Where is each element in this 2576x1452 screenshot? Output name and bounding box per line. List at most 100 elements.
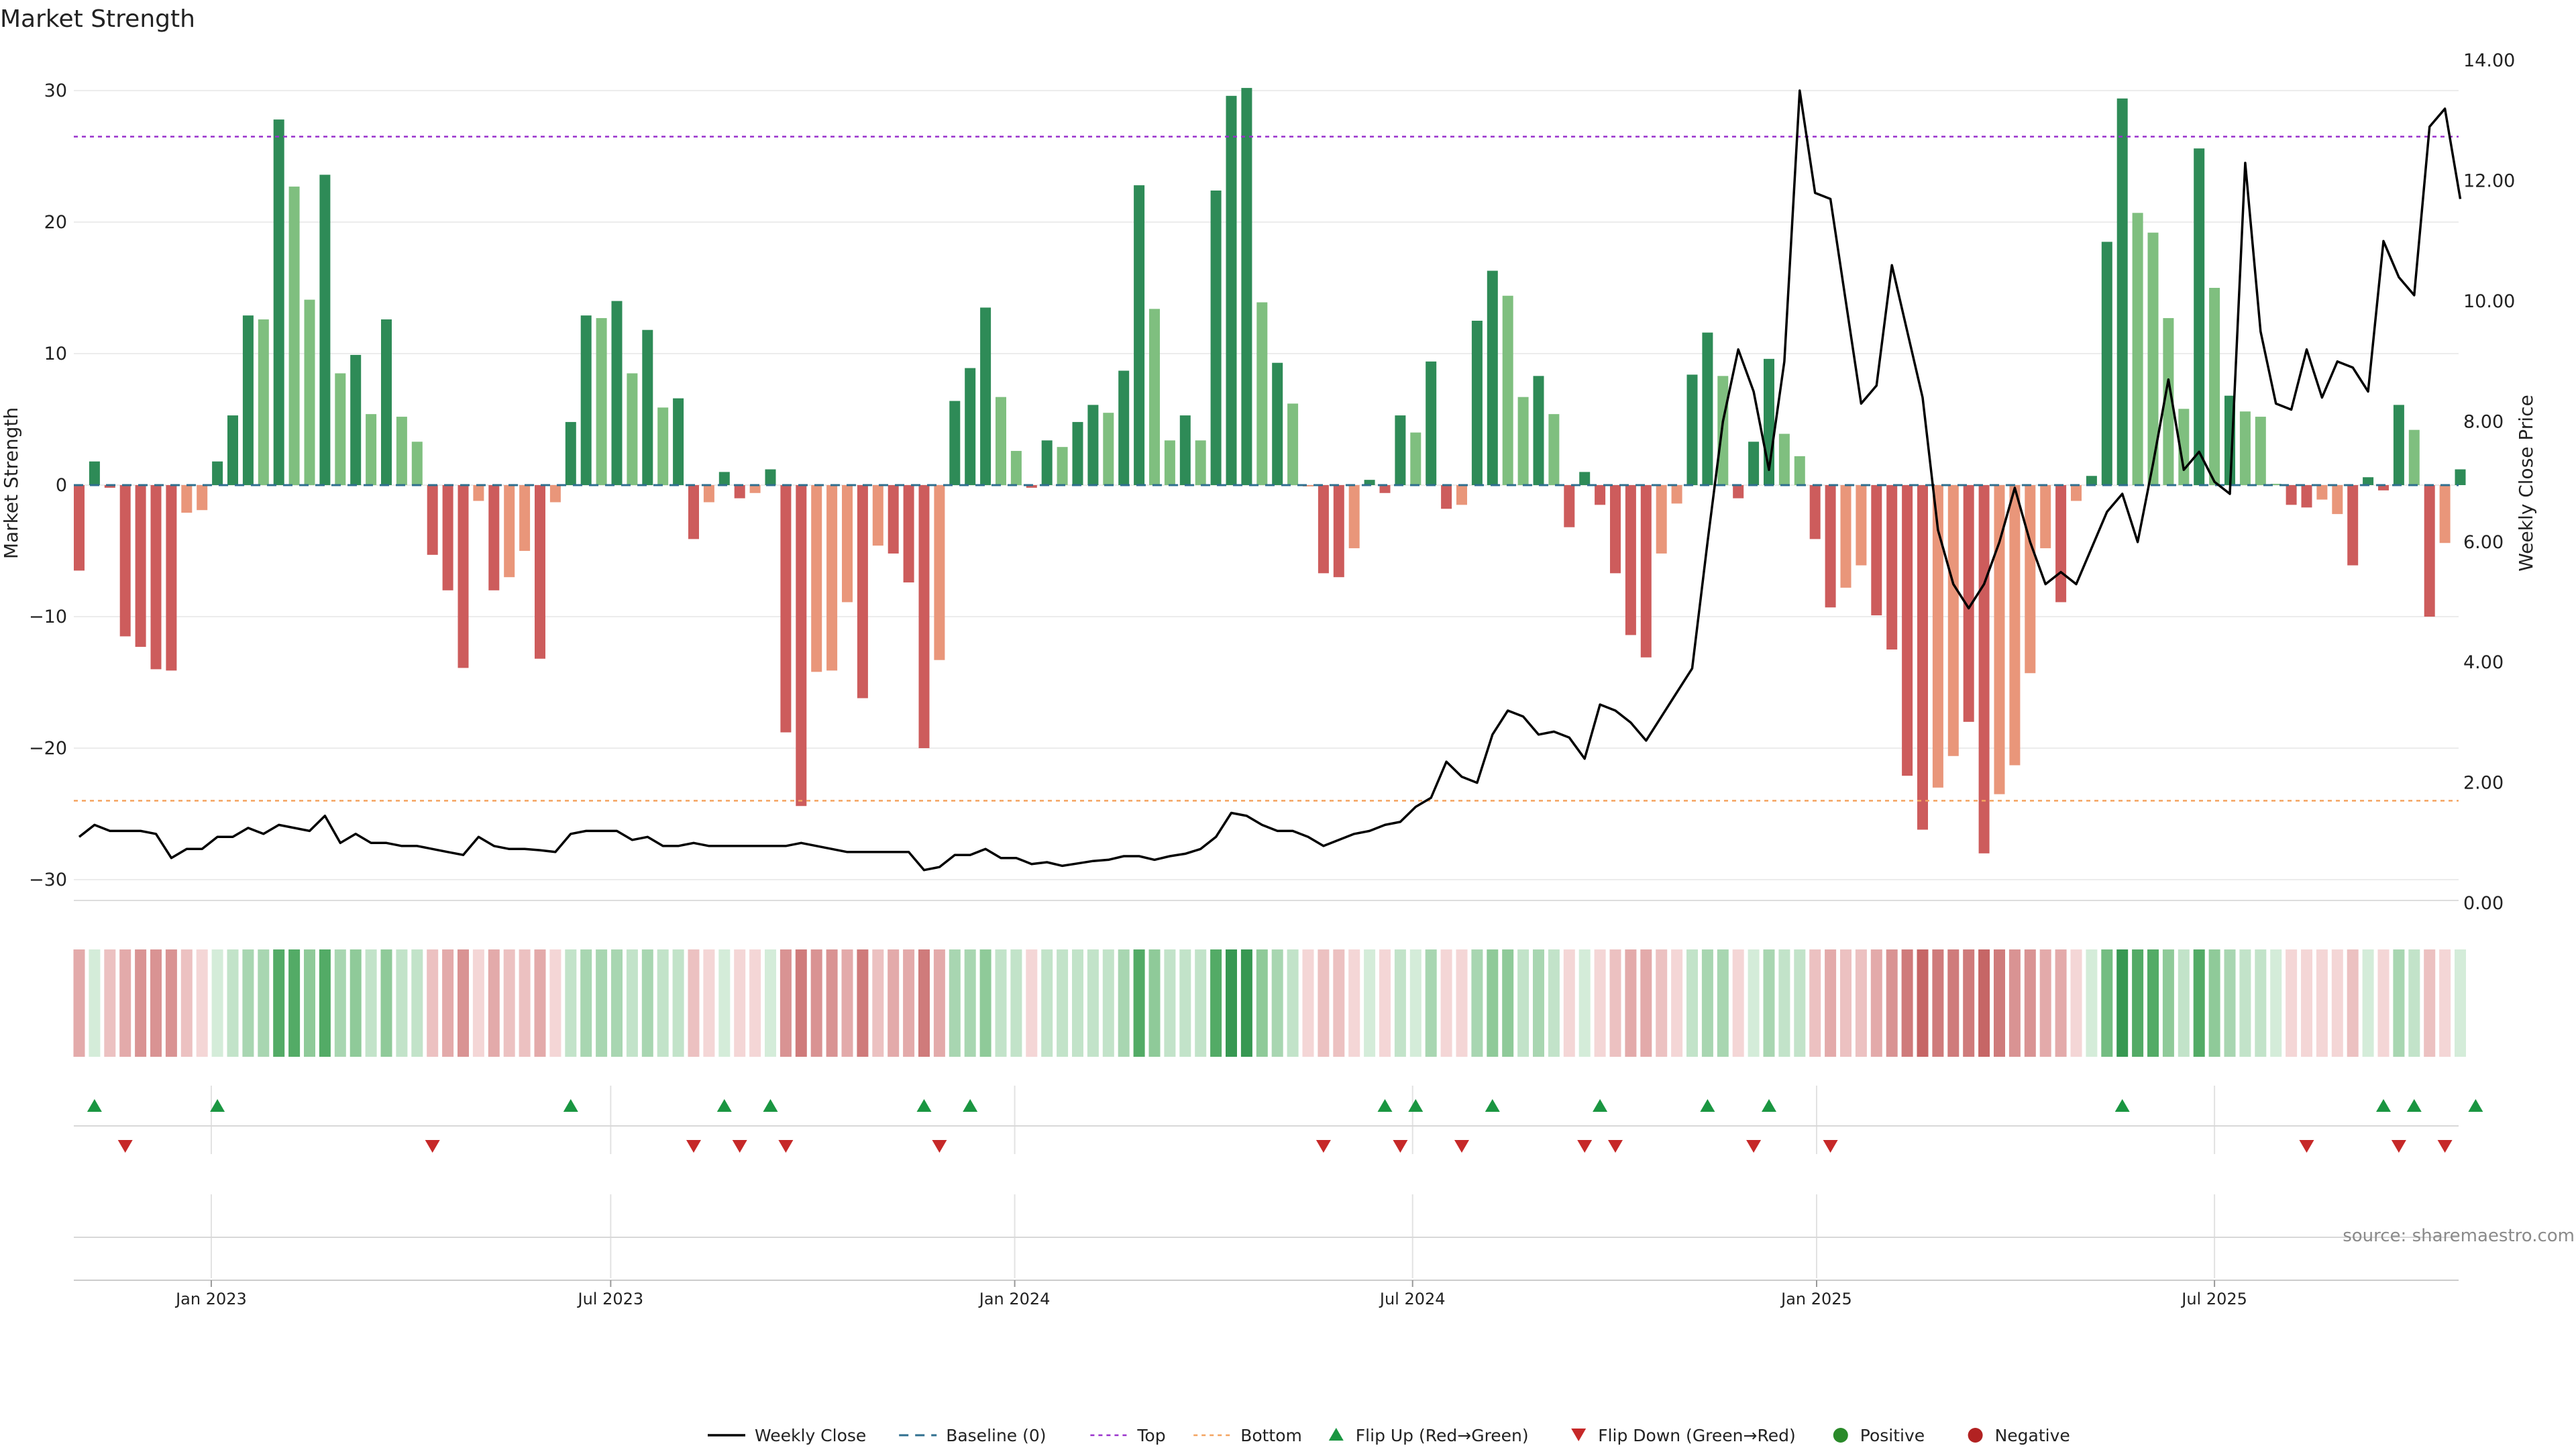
heat-cell [1840, 949, 1851, 1057]
price-series [78, 89, 2462, 872]
heat-cell [903, 949, 915, 1057]
strength-bar [1103, 413, 1114, 485]
strength-bar [1441, 485, 1452, 509]
strength-bar [1886, 485, 1898, 650]
strength-bar [150, 485, 162, 670]
strength-bar [596, 318, 607, 485]
heat-cell [2039, 949, 2051, 1057]
flip-down-marker [1608, 1140, 1623, 1153]
heat-cell [1578, 949, 1591, 1057]
strength-bar [718, 472, 730, 485]
strength-bar [1041, 440, 1053, 485]
heat-cell [1901, 949, 1913, 1057]
flip-up-marker [916, 1099, 932, 1112]
strength-bar [811, 485, 822, 672]
strength-bar [1010, 451, 1022, 485]
flip-up-marker [2376, 1099, 2391, 1112]
strength-bar [857, 485, 868, 698]
heat-cell [442, 949, 454, 1057]
heat-cell [1102, 949, 1114, 1057]
legend-label: Positive [1860, 1426, 1925, 1445]
heat-cell [641, 949, 653, 1057]
strength-bar [504, 485, 515, 578]
heat-cell [273, 949, 285, 1057]
strength-bar [350, 354, 362, 485]
x-tick-label: Jan 2024 [978, 1290, 1051, 1308]
heat-cell [150, 949, 162, 1057]
strength-bar [2086, 476, 2097, 485]
y2-tick-label: 14.00 [2463, 50, 2515, 71]
strength-bar [1134, 185, 1145, 485]
heat-cell [1256, 949, 1268, 1057]
strength-bar [212, 461, 223, 485]
strength-bar [197, 485, 208, 511]
heat-cell [1686, 949, 1698, 1057]
heat-cell [1502, 949, 1514, 1057]
strength-bar [104, 485, 115, 488]
strength-bar [1825, 485, 1836, 608]
heat-cell [1226, 949, 1237, 1057]
strength-bar [2347, 485, 2359, 566]
heat-cell [2178, 949, 2190, 1057]
strength-bar [1856, 485, 1867, 566]
y-tick-label: −10 [29, 607, 67, 627]
heat-cell [703, 949, 715, 1057]
heat-cell [2331, 949, 2343, 1057]
heat-cell [1440, 949, 1452, 1057]
strength-bar [1625, 485, 1636, 635]
heat-cell [1210, 949, 1222, 1057]
heat-cell [135, 949, 147, 1057]
strength-bar [749, 485, 761, 493]
legend-item-weekly-close: Weekly Close [708, 1426, 866, 1445]
flip-down-marker [1393, 1140, 1408, 1153]
heat-cell [411, 949, 423, 1057]
strength-bar [1471, 321, 1483, 485]
strength-bar [458, 485, 469, 668]
heat-cell [2455, 949, 2466, 1057]
strength-bar [1195, 440, 1206, 485]
heat-cell [964, 949, 976, 1057]
strength-bar [1272, 362, 1283, 485]
y-tick-label: 10 [44, 344, 67, 364]
strength-bar [473, 485, 484, 501]
flip-down-marker [2437, 1140, 2453, 1153]
legend: Weekly Close Baseline (0) Top Bottom Flip Up… [708, 1426, 2070, 1445]
heat-cell [1917, 949, 1929, 1057]
heat-cell [1794, 949, 1806, 1057]
heat-cell [1271, 949, 1283, 1057]
heat-cell [949, 949, 961, 1057]
flip-up-marker [563, 1099, 578, 1112]
heat-cell [1656, 949, 1668, 1057]
heat-cell [626, 949, 638, 1057]
heat-cell [2024, 949, 2036, 1057]
strength-bar [519, 485, 531, 551]
strength-bar [2378, 485, 2389, 490]
heat-cell [2408, 949, 2420, 1057]
legend-label: Top [1136, 1426, 1165, 1445]
heat-cell [2362, 949, 2374, 1057]
strength-bar [2255, 417, 2266, 485]
flip-down-marker [1577, 1140, 1593, 1153]
heat-cell [810, 949, 822, 1057]
strength-bar [258, 319, 269, 485]
heat-cell [1640, 949, 1652, 1057]
heat-cell [1010, 949, 1022, 1057]
strength-bar [1379, 485, 1391, 493]
heat-cell [826, 949, 838, 1057]
strength-bar [1456, 485, 1467, 505]
flip-down-marker [2299, 1140, 2314, 1153]
strength-bar [996, 397, 1006, 485]
heat-cell [196, 949, 208, 1057]
strength-bar [796, 485, 807, 807]
strength-bar [366, 414, 377, 485]
flip-down-marker [932, 1140, 947, 1153]
y2-tick-label: 8.00 [2463, 411, 2504, 432]
heat-cell [1057, 949, 1069, 1057]
strength-bar [273, 119, 284, 485]
heat-cell [841, 949, 853, 1057]
legend-item-positive: Positive [1833, 1426, 1925, 1445]
strength-bar [1671, 485, 1682, 504]
strength-bar [1610, 485, 1621, 574]
flip-down-marker [425, 1140, 440, 1153]
flip-down-marker [732, 1140, 747, 1153]
